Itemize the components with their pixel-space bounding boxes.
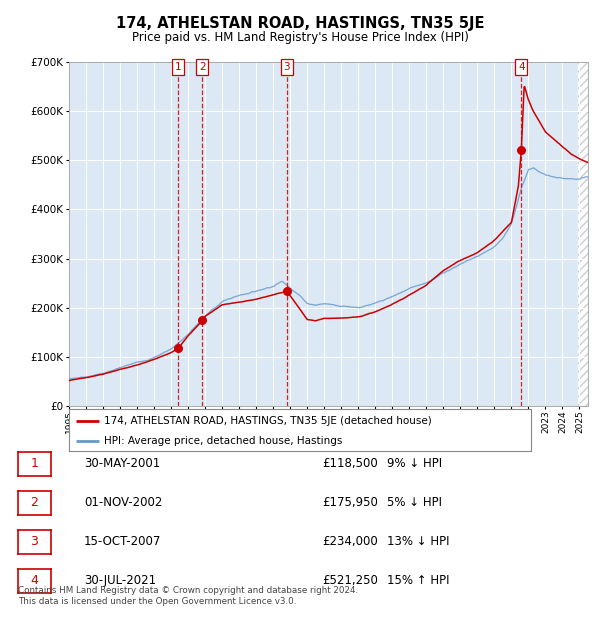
- Text: 1: 1: [175, 62, 181, 72]
- Text: Contains HM Land Registry data © Crown copyright and database right 2024.
This d: Contains HM Land Registry data © Crown c…: [18, 585, 358, 606]
- Text: £234,000: £234,000: [322, 535, 378, 547]
- Text: 2: 2: [31, 497, 38, 509]
- Text: 5% ↓ HPI: 5% ↓ HPI: [387, 496, 442, 508]
- Point: [173, 343, 183, 353]
- Text: £175,950: £175,950: [322, 496, 378, 508]
- Text: 4: 4: [31, 575, 38, 587]
- Text: 2: 2: [199, 62, 206, 72]
- Point: [197, 314, 207, 324]
- Text: 15-OCT-2007: 15-OCT-2007: [84, 535, 161, 547]
- Point: [517, 145, 526, 155]
- Text: 3: 3: [283, 62, 290, 72]
- Text: 30-MAY-2001: 30-MAY-2001: [84, 457, 160, 469]
- Text: £521,250: £521,250: [322, 574, 378, 587]
- Text: 15% ↑ HPI: 15% ↑ HPI: [387, 574, 449, 587]
- Point: [282, 286, 292, 296]
- Text: 3: 3: [31, 536, 38, 548]
- Bar: [578, 62, 588, 406]
- Text: HPI: Average price, detached house, Hastings: HPI: Average price, detached house, Hast…: [104, 436, 342, 446]
- Text: 13% ↓ HPI: 13% ↓ HPI: [387, 535, 449, 547]
- Text: 01-NOV-2002: 01-NOV-2002: [84, 496, 163, 508]
- Text: 30-JUL-2021: 30-JUL-2021: [84, 574, 156, 587]
- Text: £118,500: £118,500: [322, 457, 378, 469]
- Bar: [578, 62, 588, 406]
- Text: 9% ↓ HPI: 9% ↓ HPI: [387, 457, 442, 469]
- Text: 174, ATHELSTAN ROAD, HASTINGS, TN35 5JE (detached house): 174, ATHELSTAN ROAD, HASTINGS, TN35 5JE …: [104, 416, 431, 426]
- Text: Price paid vs. HM Land Registry's House Price Index (HPI): Price paid vs. HM Land Registry's House …: [131, 31, 469, 44]
- Text: 1: 1: [31, 458, 38, 470]
- Text: 4: 4: [518, 62, 524, 72]
- Text: 174, ATHELSTAN ROAD, HASTINGS, TN35 5JE: 174, ATHELSTAN ROAD, HASTINGS, TN35 5JE: [116, 16, 484, 31]
